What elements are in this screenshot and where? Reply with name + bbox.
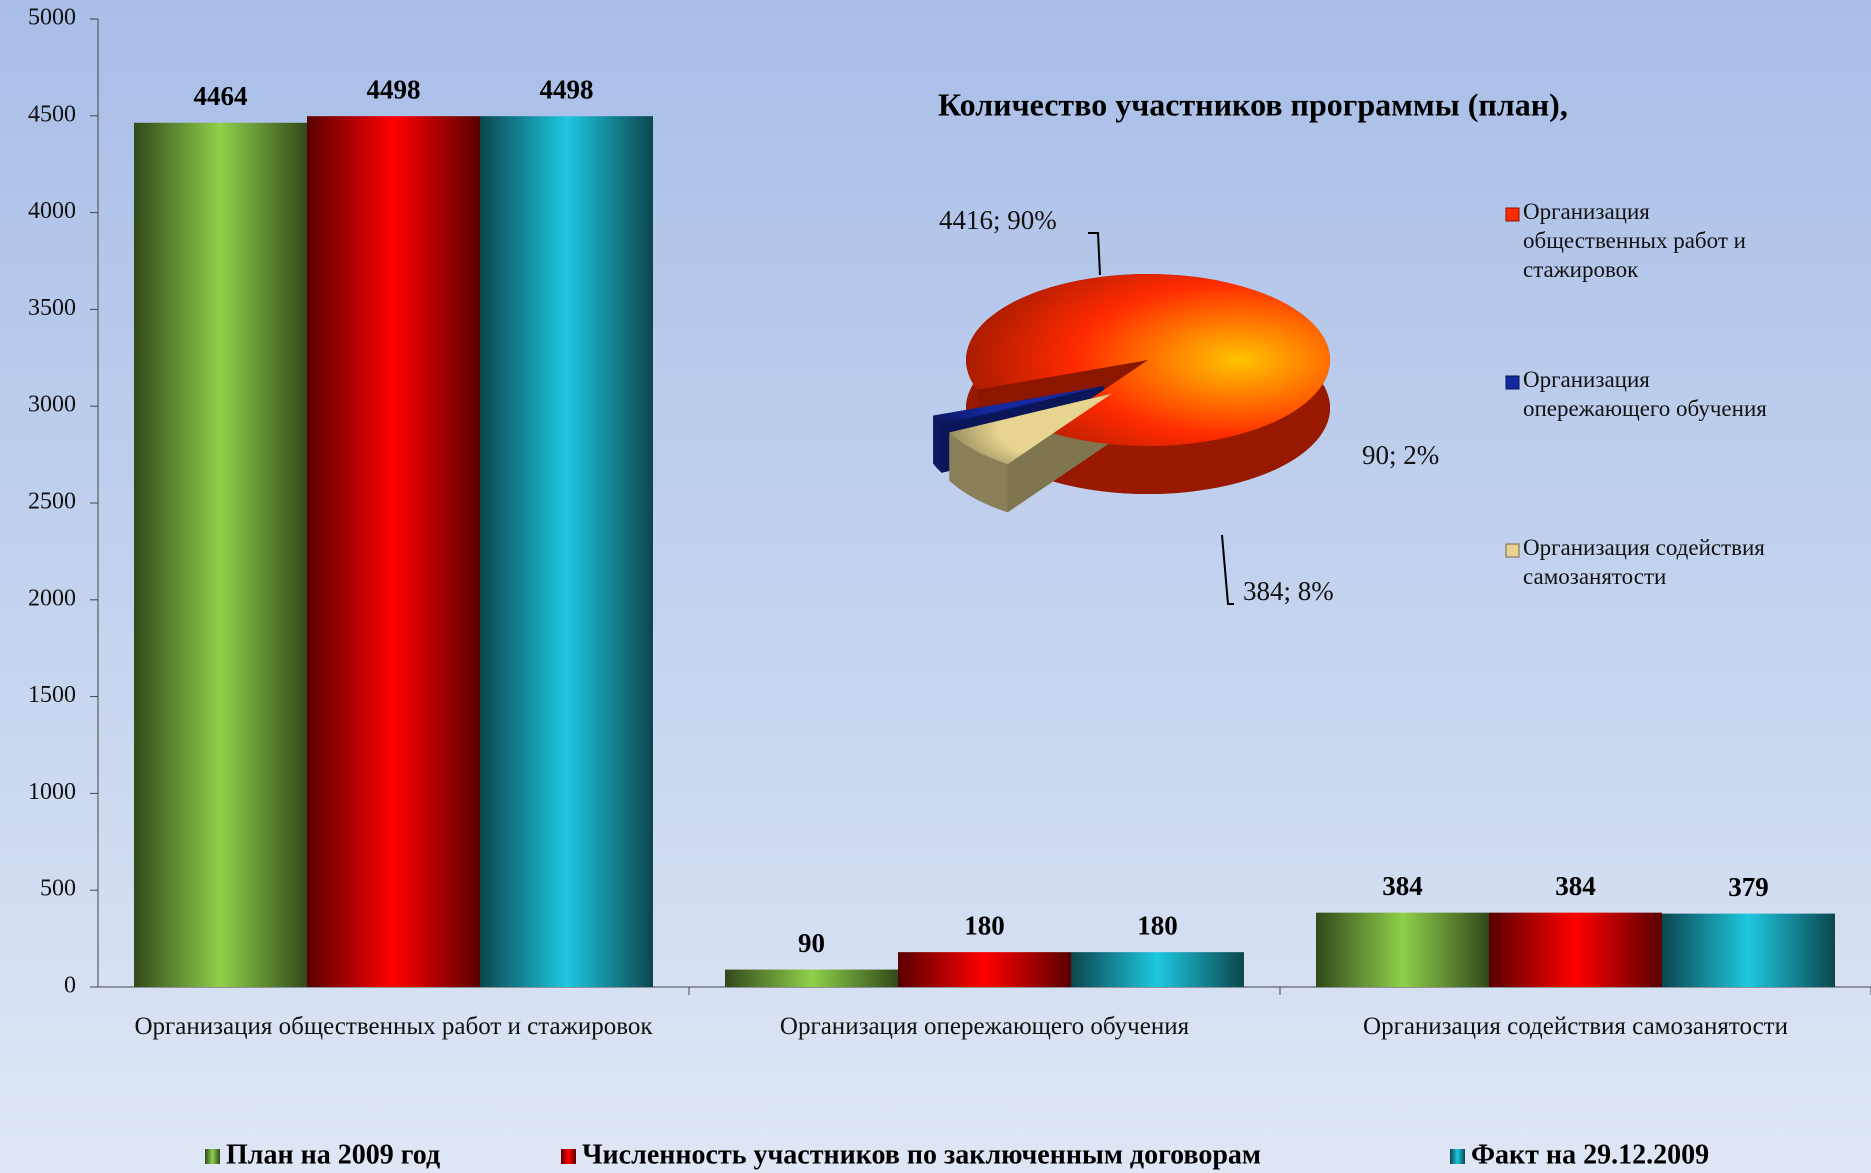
y-tick-label: 4500 [28, 101, 76, 127]
bar [898, 952, 1071, 987]
legend-swatch [1450, 1149, 1465, 1164]
legend-label: План на 2009 год [226, 1139, 440, 1170]
x-tick-label: Организация общественных работ и стажиро… [134, 1013, 653, 1040]
bar-value-label: 384 [1555, 871, 1596, 901]
legend-swatch [205, 1149, 220, 1164]
leader-line [1221, 534, 1234, 605]
bar [1071, 952, 1244, 987]
y-tick-label: 1500 [28, 682, 76, 708]
bar [1489, 912, 1662, 987]
legend-swatch [1505, 543, 1520, 558]
bar-value-label: 180 [1137, 910, 1178, 940]
x-tick-label: Организация опережающего обучения [779, 1013, 1190, 1040]
legend-label: Организация опережающего обучения [1523, 367, 1767, 421]
x-tick-label: Организация содействия самозанятости [1363, 1013, 1788, 1040]
bar-value-label: 4498 [540, 74, 594, 104]
y-tick-label: 0 [64, 973, 76, 999]
bar [1316, 912, 1489, 987]
bar-value-label: 4498 [367, 74, 421, 104]
legend-swatch [1505, 207, 1520, 222]
legend-swatch [1505, 375, 1520, 390]
bar-value-label: 90 [798, 928, 825, 958]
pie-slice-side [949, 432, 1008, 513]
bar [725, 969, 898, 987]
bar [307, 116, 480, 988]
bar-value-label: 379 [1728, 872, 1769, 902]
bar [480, 116, 653, 988]
y-tick-label: 2500 [28, 489, 76, 515]
legend-label: Организация содействия самозанятости [1523, 535, 1765, 589]
y-tick-label: 3500 [28, 295, 76, 321]
legend-label: Факт на 29.12.2009 [1471, 1139, 1709, 1170]
y-tick-label: 5000 [28, 5, 76, 31]
pie-slice [933, 385, 1104, 425]
pie-slice-side [933, 415, 942, 473]
pie-slice [966, 274, 1330, 446]
bar-value-label: 180 [964, 910, 1005, 940]
leader-line [1088, 232, 1101, 276]
bar-value-label: 384 [1382, 871, 1423, 901]
legend-label: Организация общественных работ и стажиро… [1523, 199, 1746, 282]
y-tick-label: 500 [40, 876, 76, 902]
y-tick-label: 3000 [28, 392, 76, 418]
pie-value-label: 384; 8% [1243, 576, 1334, 606]
bar [134, 122, 307, 988]
y-tick-label: 1000 [28, 779, 76, 805]
pie-value-label: 4416; 90% [939, 205, 1057, 235]
pie-title: Количество участников программы (план), [938, 86, 1568, 122]
y-tick-label: 4000 [28, 198, 76, 224]
legend-swatch [561, 1149, 576, 1164]
legend-label: Численность участников по заключенным до… [582, 1139, 1261, 1170]
pie-value-label: 90; 2% [1362, 440, 1439, 470]
pie-slice [949, 393, 1112, 465]
bar [1662, 913, 1835, 987]
bar-value-label: 4464 [194, 81, 248, 111]
y-tick-label: 2000 [28, 585, 76, 611]
